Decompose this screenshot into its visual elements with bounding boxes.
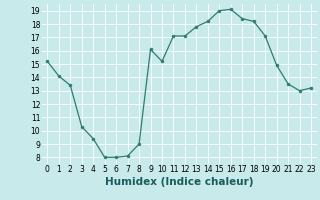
X-axis label: Humidex (Indice chaleur): Humidex (Indice chaleur) [105,177,253,187]
